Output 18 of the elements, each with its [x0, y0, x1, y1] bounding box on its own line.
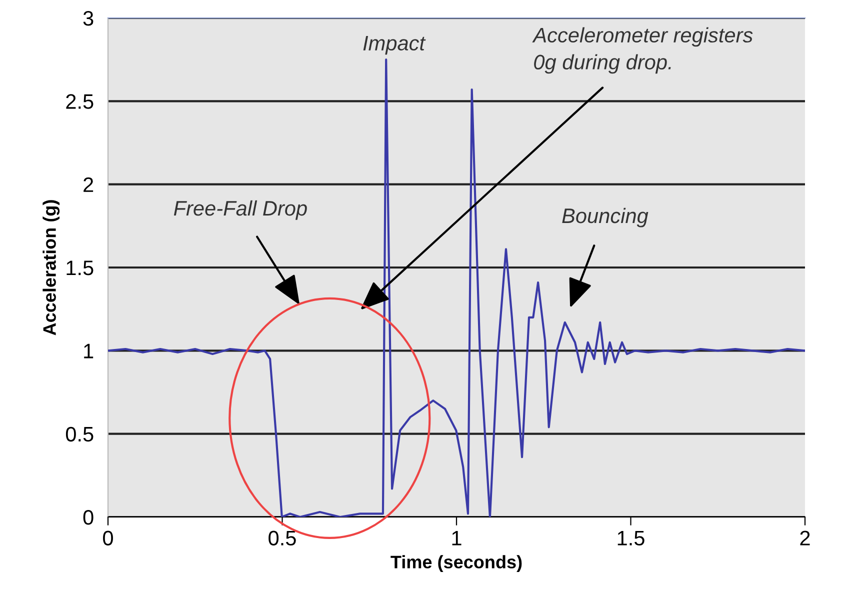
annotation: Accelerometer registers 0g during drop.	[532, 27, 753, 74]
x-tick-label: 1.5	[618, 530, 644, 546]
y-tick-label: 0.5	[66, 426, 94, 442]
y-tick-label: 1.5	[66, 260, 94, 276]
x-tick-label: 0.5	[268, 530, 296, 546]
y-tick-label: 2.5	[66, 94, 94, 109]
x-tick-label: 1	[452, 530, 462, 546]
annotation: Bouncing	[562, 208, 648, 228]
annotation: Impact	[363, 36, 426, 55]
x-tick-label: 0	[103, 530, 113, 546]
x-tick-label: 2	[800, 530, 810, 546]
y-axis-title: Acceleration (g)	[42, 200, 60, 336]
x-axis-title: Time (seconds)	[390, 555, 522, 572]
annotation: Free-Fall Drop	[174, 200, 307, 220]
y-tick-label: 1	[84, 344, 94, 358]
y-tick-label: 3	[83, 11, 94, 26]
y-tick-label: 0	[83, 510, 94, 525]
y-tick-label: 2	[84, 177, 94, 192]
